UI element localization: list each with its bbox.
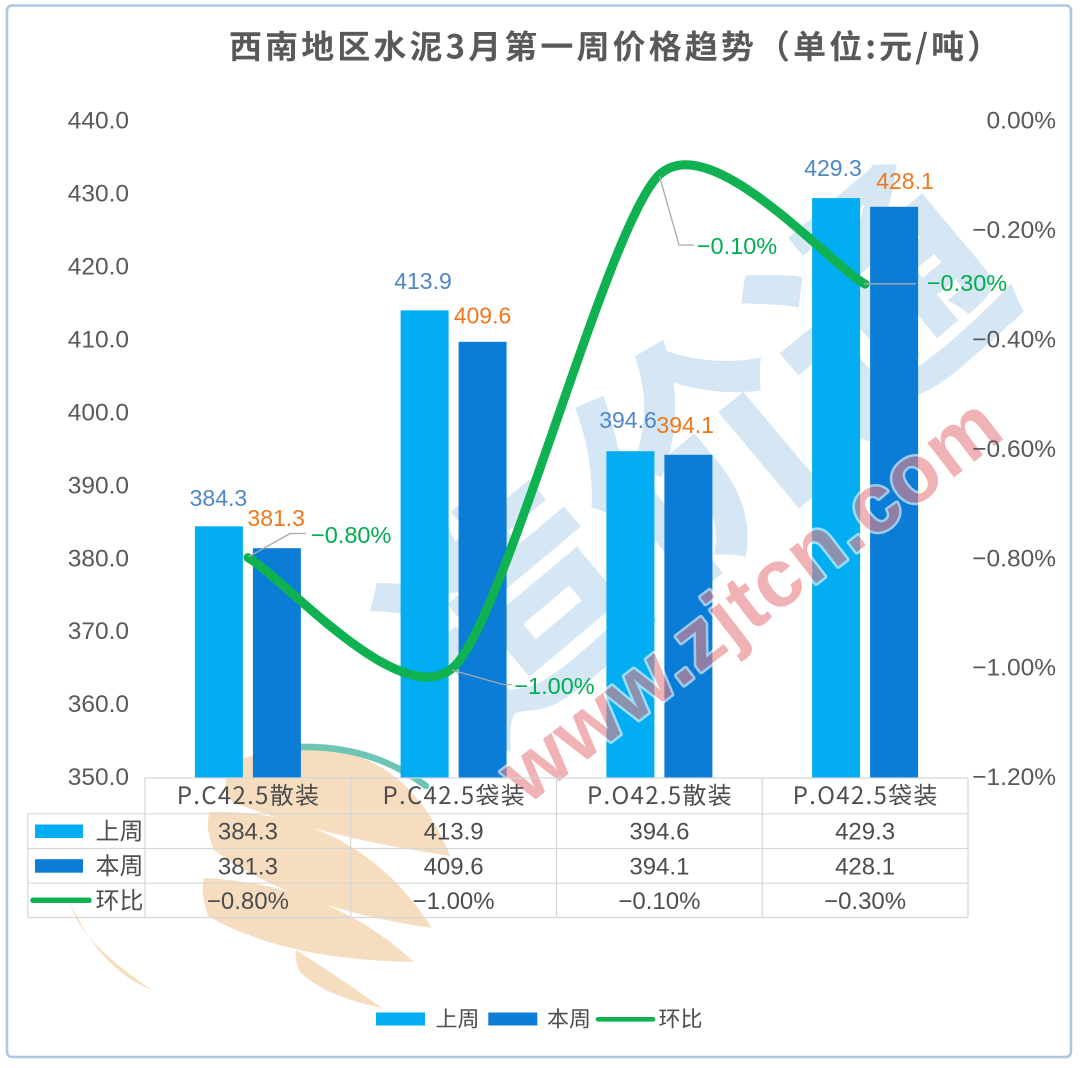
svg-text:−0.60%: −0.60% [972, 436, 1056, 463]
svg-text:350.0: 350.0 [68, 764, 129, 791]
svg-text:429.3: 429.3 [835, 819, 895, 846]
svg-text:384.3: 384.3 [190, 485, 248, 511]
svg-text:−0.30%: −0.30% [927, 270, 1007, 296]
svg-text:413.9: 413.9 [424, 819, 484, 846]
svg-text:−0.80%: −0.80% [972, 545, 1056, 572]
svg-text:−0.10%: −0.10% [618, 888, 700, 915]
svg-text:409.6: 409.6 [454, 303, 512, 329]
svg-text:−0.30%: −0.30% [824, 888, 906, 915]
svg-text:−1.00%: −1.00% [413, 888, 495, 915]
svg-text:380.0: 380.0 [68, 545, 129, 572]
svg-text:413.9: 413.9 [394, 268, 452, 294]
svg-text:390.0: 390.0 [68, 472, 129, 499]
svg-text:−0.80%: −0.80% [311, 522, 391, 548]
svg-text:409.6: 409.6 [424, 853, 484, 880]
svg-text:394.6: 394.6 [629, 819, 689, 846]
svg-text:−1.00%: −1.00% [972, 655, 1056, 682]
svg-text:394.1: 394.1 [629, 853, 689, 880]
svg-text:400.0: 400.0 [68, 399, 129, 426]
svg-text:−0.80%: −0.80% [207, 888, 289, 915]
svg-text:394.6: 394.6 [599, 407, 657, 433]
svg-text:−0.40%: −0.40% [972, 326, 1056, 353]
svg-text:0.00%: 0.00% [987, 108, 1056, 135]
svg-text:381.3: 381.3 [247, 505, 305, 531]
svg-text:−1.00%: −1.00% [514, 673, 594, 699]
svg-text:−0.20%: −0.20% [972, 217, 1056, 244]
svg-text:394.1: 394.1 [656, 412, 714, 438]
svg-text:429.3: 429.3 [804, 155, 862, 181]
svg-text:−1.20%: −1.20% [972, 764, 1056, 791]
svg-text:430.0: 430.0 [68, 181, 129, 208]
svg-text:428.1: 428.1 [876, 168, 934, 194]
svg-text:360.0: 360.0 [68, 691, 129, 718]
svg-text:−0.10%: −0.10% [697, 233, 777, 259]
svg-text:428.1: 428.1 [835, 853, 895, 880]
svg-text:370.0: 370.0 [68, 618, 129, 645]
svg-text:410.0: 410.0 [68, 326, 129, 353]
svg-text:440.0: 440.0 [68, 108, 129, 135]
svg-text:384.3: 384.3 [218, 819, 278, 846]
svg-text:381.3: 381.3 [218, 853, 278, 880]
svg-text:420.0: 420.0 [68, 254, 129, 281]
